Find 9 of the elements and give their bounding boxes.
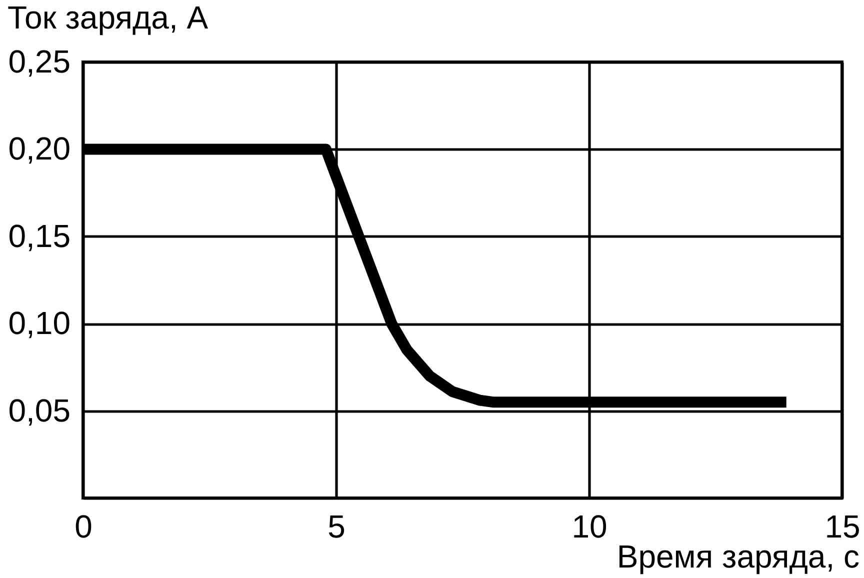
y-tick-label: 0,20 [8, 130, 70, 167]
y-tick-label: 0,15 [8, 218, 70, 254]
y-tick-label: 0,10 [8, 305, 70, 342]
y-axis-title: Ток заряда, А [8, 0, 209, 36]
x-tick-label: 10 [572, 508, 608, 544]
y-tick-label: 0,05 [8, 392, 70, 428]
x-tick-label: 0 [74, 508, 92, 544]
y-tick-label: 0,25 [8, 44, 70, 80]
x-tick-label: 5 [328, 508, 346, 544]
